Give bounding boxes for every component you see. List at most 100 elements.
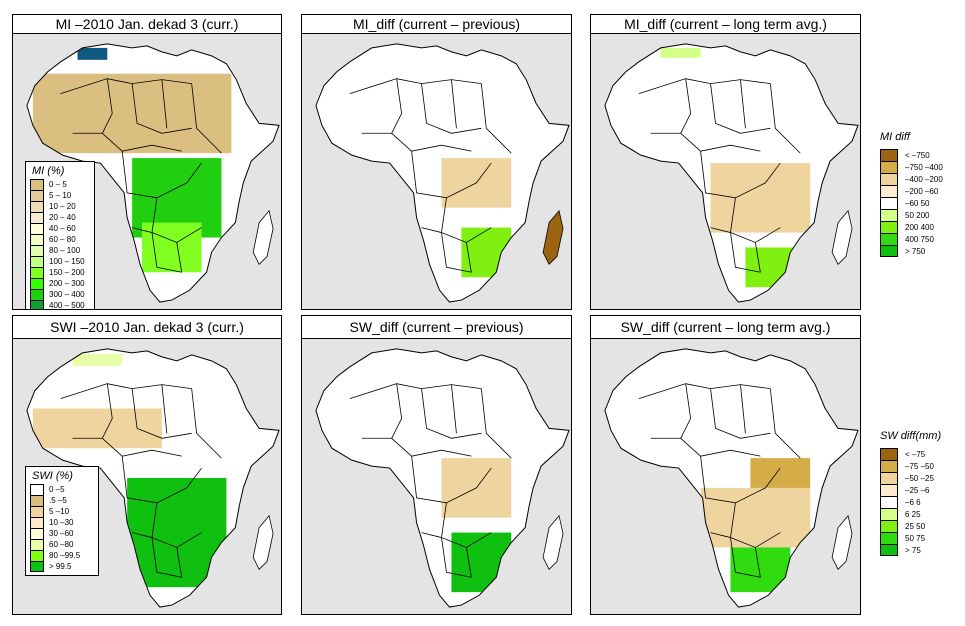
legend-label: 50 200 [905, 210, 930, 220]
legend-label: .5 –5 [49, 496, 67, 505]
country-border [710, 532, 731, 538]
legend-label: 0 – 5 [49, 180, 67, 189]
legend-label: 60 –80 [49, 540, 74, 549]
country-border [730, 197, 781, 243]
legend-label: 0 –5 [49, 485, 65, 494]
value-region [710, 163, 811, 233]
africa-map [604, 348, 859, 608]
legend-swatch [30, 550, 44, 561]
legend-item: 50 75 [880, 532, 941, 544]
legend-label: 300 – 400 [49, 290, 85, 299]
country-border [361, 132, 472, 152]
legend-label: –200 –60 [905, 186, 939, 196]
legend-swatch [30, 300, 44, 309]
legend-item: 300 – 400 [30, 289, 90, 300]
legend-label: 6 25 [905, 509, 921, 519]
legend-item: 0 –5 [30, 484, 94, 495]
country-border [421, 388, 482, 439]
legend-swatch [880, 508, 898, 520]
country-border [101, 383, 113, 439]
legend-label: –25 –6 [905, 485, 930, 495]
coastline [26, 348, 280, 608]
madagascar [831, 514, 853, 570]
country-border [101, 78, 113, 134]
value-region [451, 532, 512, 593]
country-border [132, 227, 153, 233]
legend-label: 20 – 40 [49, 213, 76, 222]
panel-title-sw-diff-prev: SW_diff (current – previous) [301, 315, 572, 339]
legend-item: > 750 [880, 245, 943, 257]
panel-title-mi-current: MI –2010 Jan. dekad 3 (curr.) [12, 14, 282, 34]
legend-item: 200 400 [880, 221, 943, 233]
coastline [604, 348, 859, 608]
legend-label: 30 –60 [49, 529, 74, 538]
legend-swatch [880, 197, 898, 209]
legend-swi: SWI (%) 0 –5 .5 –5 5 –10 10 –30 30 –60 60 –80… [25, 466, 99, 576]
country-border [132, 532, 153, 538]
legend-swatch [880, 185, 898, 197]
legend-item: –50 –25 [880, 472, 941, 484]
country-border [710, 388, 771, 439]
legend-item: 100 – 150 [30, 256, 90, 267]
coastline [604, 43, 859, 303]
legend-label: > 750 [905, 246, 926, 256]
legend-item: –400 –200 [880, 173, 943, 185]
legend-label: 400 750 [905, 234, 934, 244]
legend-item: –25 –6 [880, 484, 941, 496]
legend-item: 150 – 200 [30, 267, 90, 278]
country-border [710, 227, 731, 233]
legend-item: 40 – 60 [30, 223, 90, 234]
legend-swatch [880, 532, 898, 544]
country-border [465, 547, 472, 578]
legend-label: 5 –10 [49, 507, 70, 516]
country-border [161, 79, 168, 129]
legend-label: > 75 [905, 545, 921, 555]
country-border [421, 227, 442, 233]
legend-swatch [30, 539, 44, 550]
country-border [131, 83, 192, 134]
legend-item: –200 –60 [880, 185, 943, 197]
legend-label: 200 – 300 [49, 279, 85, 288]
legend-mi-title: MI (%) [32, 165, 65, 177]
legend-label: 100 – 150 [49, 257, 85, 266]
legend-swatch [30, 528, 44, 539]
country-border [730, 232, 761, 273]
legend-item: 25 50 [880, 520, 941, 532]
country-border [680, 383, 692, 439]
legend-swatch [30, 561, 44, 572]
legend-label: 80 –99.5 [49, 551, 81, 560]
panel-title-mi-diff-lta: MI_diff (current – long term avg.) [590, 14, 861, 34]
legend-item: 50 200 [880, 209, 943, 221]
country-border [700, 456, 781, 504]
country-border [121, 456, 202, 504]
legend-item: 200 – 300 [30, 278, 90, 289]
legend-swatch [880, 245, 898, 257]
country-border [411, 456, 492, 504]
legend-item: < –75 [880, 448, 941, 460]
legend-item: –75 –50 [880, 460, 941, 472]
africa-map [315, 43, 570, 303]
country-border [361, 437, 472, 457]
map-mi-diff-prev [301, 33, 572, 310]
panel-title-sw-diff-lta: SW_diff (current – long term avg.) [590, 315, 861, 339]
legend-item: 5 – 10 [30, 190, 90, 201]
legend-item: .5 –5 [30, 495, 94, 506]
country-border [131, 388, 192, 439]
country-border [391, 78, 403, 134]
legend-swatch [30, 179, 44, 190]
legend-label: > 99.5 [49, 562, 72, 571]
country-border [754, 547, 761, 578]
country-border [769, 388, 801, 459]
legend-swatch [880, 173, 898, 185]
country-border [451, 384, 457, 434]
legend-swatch [880, 233, 898, 245]
country-border [650, 437, 761, 457]
legend-mi-diff-title: MI diff [880, 131, 910, 143]
legend-swatch [30, 267, 44, 278]
legend-swatch [30, 484, 44, 495]
madagascar [542, 514, 564, 570]
country-border [72, 132, 182, 152]
legend-item: 30 –60 [30, 528, 94, 539]
map-mi-current: MI (%) 0 – 5 5 – 10 10 – 20 20 – 40 40 – 60 6… [12, 33, 282, 310]
legend-swatch [30, 278, 44, 289]
